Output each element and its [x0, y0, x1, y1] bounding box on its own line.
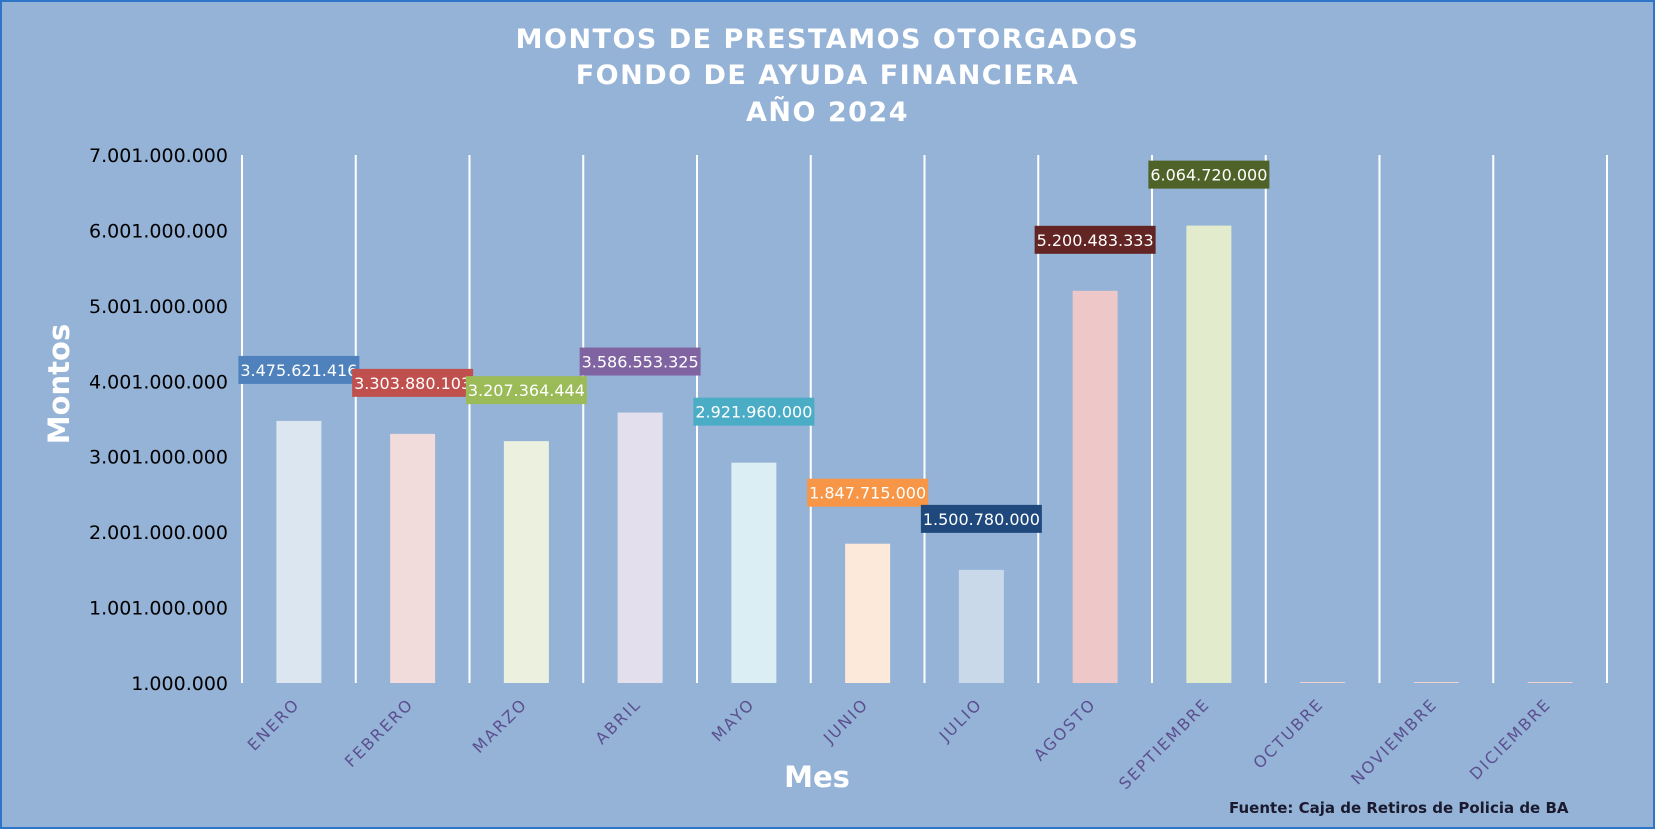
- bar-enero: [276, 420, 322, 683]
- data-label-box: [352, 368, 474, 397]
- x-axis-title: Mes: [784, 760, 850, 794]
- bar-mayo: [731, 462, 777, 683]
- bar-noviembre: [1413, 682, 1459, 683]
- bar-abril: [617, 412, 663, 683]
- chart-title-line-3: AÑO 2024: [746, 97, 909, 128]
- data-label-box: [693, 397, 815, 426]
- y-axis-title: Montos: [42, 324, 76, 444]
- y-tick-label: 7.001.000.000: [89, 145, 228, 167]
- data-label: 5.200.483.333: [1037, 231, 1154, 250]
- bar-agosto: [1072, 290, 1118, 683]
- category-label: NOVIEMBRE: [1347, 694, 1441, 788]
- data-label-box: [579, 347, 701, 376]
- category-label: OCTUBRE: [1249, 694, 1327, 772]
- y-tick-label: 3.001.000.000: [89, 447, 228, 469]
- data-label-box: [465, 376, 587, 405]
- data-label-box: [1034, 225, 1156, 254]
- category-label: DICIEMBRE: [1466, 694, 1555, 783]
- y-tick-label: 2.001.000.000: [89, 522, 228, 544]
- chart-title-line-2: FONDO DE AYUDA FINANCIERA: [575, 60, 1080, 91]
- bar-junio: [845, 543, 891, 683]
- source-note: Fuente: Caja de Retiros de Policia de BA: [1229, 799, 1569, 817]
- data-label: 6.064.720.000: [1150, 166, 1267, 185]
- data-label: 3.303.880.103: [354, 374, 471, 393]
- category-label: MAYO: [708, 694, 759, 745]
- category-label: JUNIO: [819, 694, 873, 748]
- category-label: JULIO: [935, 694, 986, 745]
- data-label: 1.847.715.000: [809, 484, 926, 503]
- bar-septiembre: [1186, 225, 1232, 684]
- y-tick-label: 1.001.000.000: [89, 598, 228, 620]
- data-label: 3.586.553.325: [582, 353, 699, 372]
- category-label: MARZO: [469, 694, 532, 757]
- bar-febrero: [390, 433, 436, 683]
- category-label: ABRIL: [591, 694, 645, 748]
- y-tick-label: 6.001.000.000: [89, 220, 228, 242]
- y-tick-label: 4.001.000.000: [89, 371, 228, 393]
- data-label-box: [920, 504, 1042, 533]
- bar-julio: [958, 569, 1004, 683]
- data-label: 3.207.364.444: [468, 381, 585, 400]
- category-label: FEBRERO: [341, 694, 418, 771]
- y-tick-label: 1.000.000: [131, 673, 228, 695]
- bar-diciembre: [1527, 682, 1573, 683]
- bar-octubre: [1300, 682, 1346, 683]
- category-label: SEPTIEMBRE: [1115, 694, 1214, 793]
- category-label: ENERO: [244, 694, 304, 754]
- data-label: 1.500.780.000: [923, 510, 1040, 529]
- bar-marzo: [503, 441, 549, 683]
- y-tick-label: 5.001.000.000: [89, 296, 228, 318]
- chart-title-line-1: MONTOS DE PRESTAMOS OTORGADOS: [515, 24, 1140, 55]
- data-label-box: [1148, 160, 1270, 189]
- data-label-box: [807, 478, 929, 507]
- data-label-box: [238, 355, 360, 384]
- data-label: 3.475.621.416: [240, 361, 357, 380]
- category-label: AGOSTO: [1030, 694, 1100, 764]
- data-label: 2.921.960.000: [695, 403, 812, 422]
